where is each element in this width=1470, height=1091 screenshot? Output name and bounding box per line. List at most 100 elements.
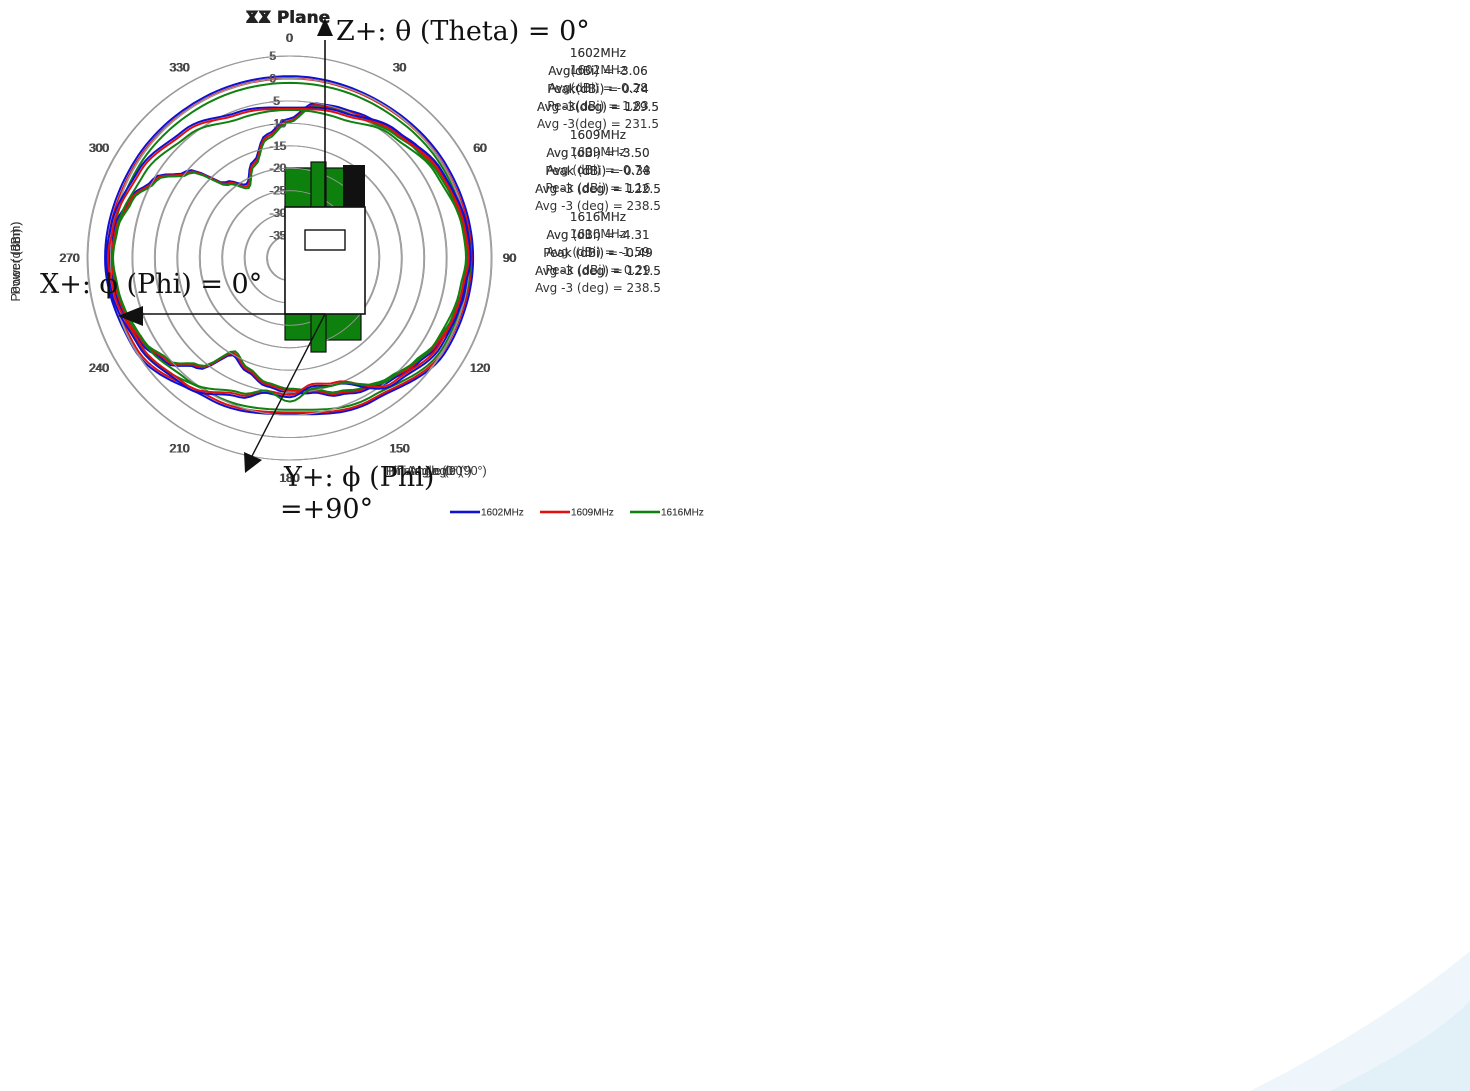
angle-tick-label: 270: [60, 251, 80, 265]
series-line-1602MHz: [104, 106, 472, 399]
angle-tick-label: 90: [503, 251, 517, 265]
angle-tick-label: 30: [393, 60, 407, 74]
angle-tick-label: 300: [89, 141, 109, 155]
yz-plane-svg: YZ Plane 0 30 60 90 120 150 180 210 240 270 300 330…: [9, 8, 704, 519]
radial-tick-label: -10: [270, 118, 287, 130]
legend-entry: 1602MHz: [481, 508, 524, 519]
angle-tick-label: 120: [471, 361, 491, 375]
radial-axis-label: Power (dBm): [9, 222, 23, 295]
stats-line: Avg -3 (deg) = 238.5: [535, 281, 661, 295]
stats-line: Peak (dBi) = 1.16: [545, 181, 650, 195]
legend-entry: 1609MHz: [571, 508, 614, 519]
stats-line: Avg -3(deg) = 129.5: [537, 100, 659, 114]
grid-ring: [199, 167, 381, 349]
stats-line: Avg(dBi) = -3.06: [548, 64, 648, 78]
y-axis-label-line2: =+90°: [280, 494, 373, 525]
device-body: [284, 206, 366, 315]
stats-line: Peak(dBi) = 0.74: [547, 82, 648, 96]
stats-line: Avg (dBi) = -4.31: [546, 228, 649, 242]
radial-tick-label: -30: [269, 208, 286, 220]
series-line-1616MHz: [110, 81, 472, 411]
stats-line: Avg -3 (deg) = 122.5: [535, 182, 661, 196]
angle-tick-label: 0: [286, 31, 293, 45]
stats-line: Peak (dBi) = -0.49: [543, 246, 653, 260]
stats-line: Avg -3 (deg) = 122.5: [535, 182, 661, 196]
angle-tick-label: 180: [280, 471, 300, 485]
z-arrowhead-icon: [317, 18, 333, 36]
radial-tick-label: 5: [270, 51, 276, 63]
angle-tick-label: 60: [473, 141, 487, 155]
angle-tick-label: 240: [89, 361, 109, 375]
stats-line: Avg -3(deg) = 231.5: [537, 117, 659, 131]
y-axis-label-line1: Y+: ϕ (Phi): [283, 462, 434, 493]
legend-entry: 1602MHz: [481, 508, 524, 519]
yz-plane-chart: YZ Plane 0 30 60 90 120 150 180 210 240 270 300 330…: [0, 0, 730, 525]
angle-tick-label: 120: [471, 361, 491, 375]
radial-tick-label: -20: [270, 163, 287, 175]
chart-title: YZ Plane: [245, 8, 330, 28]
x-axis-label: X+: ϕ (Phi) = 0°: [40, 269, 262, 300]
series-line-1616MHz: [111, 105, 468, 394]
angle-tick-label: 60: [474, 141, 488, 155]
angle-tick-label: 210: [169, 442, 189, 456]
angle-tick-label: 330: [170, 60, 190, 74]
angle-tick-label: 60: [474, 141, 488, 155]
angle-tick-label: 180: [280, 471, 300, 485]
angle-tick-label: 90: [503, 251, 517, 265]
orientation-diagram: Z+: θ (Theta) = 0° X+: ϕ (Phi) = 0° Y+: …: [0, 0, 640, 525]
stats-frequency-heading: 1616MHz: [570, 210, 626, 224]
chart-title: XY Plane: [246, 8, 331, 28]
stats-line: Peak (dBi) = 0.29: [545, 263, 650, 277]
chart-title: ZX Plane: [246, 8, 331, 28]
angle-tick-label: 210: [170, 442, 190, 456]
stats-line: Avg -3 (deg) = 238.5: [535, 199, 661, 213]
angle-tick-label: 120: [470, 361, 490, 375]
grid-ring: [132, 100, 448, 416]
stats-frequency-heading: 1616MHz: [570, 227, 626, 241]
angle-axis-label: Phi Angle (90°): [388, 464, 472, 478]
angle-tick-label: 240: [89, 361, 109, 375]
stats-line: Avg (dBi) = -1.59: [546, 245, 649, 259]
z-axis-label: Z+: θ (Theta) = 0°: [336, 16, 590, 47]
legend-entry: 1616MHz: [661, 508, 704, 519]
legend-entry: 1609MHz: [571, 508, 614, 519]
stats-frequency-heading: 1602MHz: [570, 46, 626, 60]
stats-line: Peak(dBi) = 1.83: [547, 99, 648, 113]
radial-tick-label: -35: [270, 231, 287, 243]
radial-axis-label: Power (dBm): [9, 229, 23, 302]
stats-line: Avg(dBi) = -3.06: [548, 64, 648, 78]
stats-frequency-heading: 1616MHz: [570, 210, 626, 224]
angle-tick-label: 0: [287, 31, 294, 45]
stats-frequency-heading: 1609MHz: [570, 128, 626, 142]
series-line-1609MHz: [107, 108, 470, 397]
stats-frequency-heading: 1602MHz: [570, 46, 626, 60]
stats-line: Peak (dBi) = 0.38: [545, 164, 650, 178]
device-antenna: [343, 165, 365, 207]
angle-tick-label: 0: [287, 31, 294, 45]
angle-tick-label: 300: [88, 141, 108, 155]
grid-ring: [87, 55, 493, 461]
grid-ring: [177, 145, 403, 371]
angle-tick-label: 300: [89, 141, 109, 155]
stats-line: Peak(dBi) = 0.74: [547, 82, 648, 96]
angle-tick-label: 270: [60, 251, 80, 265]
angle-tick-label: 180: [279, 471, 299, 485]
grid-ring: [154, 122, 426, 394]
stats-line: Avg -3 (deg) = 121.5: [535, 264, 661, 278]
legend-entry: 1602MHz: [481, 508, 524, 519]
radial-tick-label: -35: [270, 231, 287, 243]
y-arrowhead-icon: [244, 452, 262, 473]
legend-entry: 1616MHz: [661, 508, 704, 519]
stats-line: Avg(dBi) = -0.28: [548, 81, 648, 95]
device-window: [304, 229, 346, 251]
angle-tick-label: 150: [389, 442, 409, 456]
angle-tick-label: 330: [169, 60, 189, 74]
stats-line: Avg (dBi) = -3.50: [546, 146, 649, 160]
series-line-1602MHz: [104, 75, 475, 416]
stats-line: Avg (dBi) = -0.74: [546, 163, 649, 177]
radial-tick-label: -5: [270, 96, 280, 108]
stats-line: Avg -3 (deg) = 121.5: [535, 264, 661, 278]
angle-tick-label: 150: [390, 442, 410, 456]
angle-tick-label: 90: [502, 251, 516, 265]
angle-tick-label: 150: [390, 442, 410, 456]
